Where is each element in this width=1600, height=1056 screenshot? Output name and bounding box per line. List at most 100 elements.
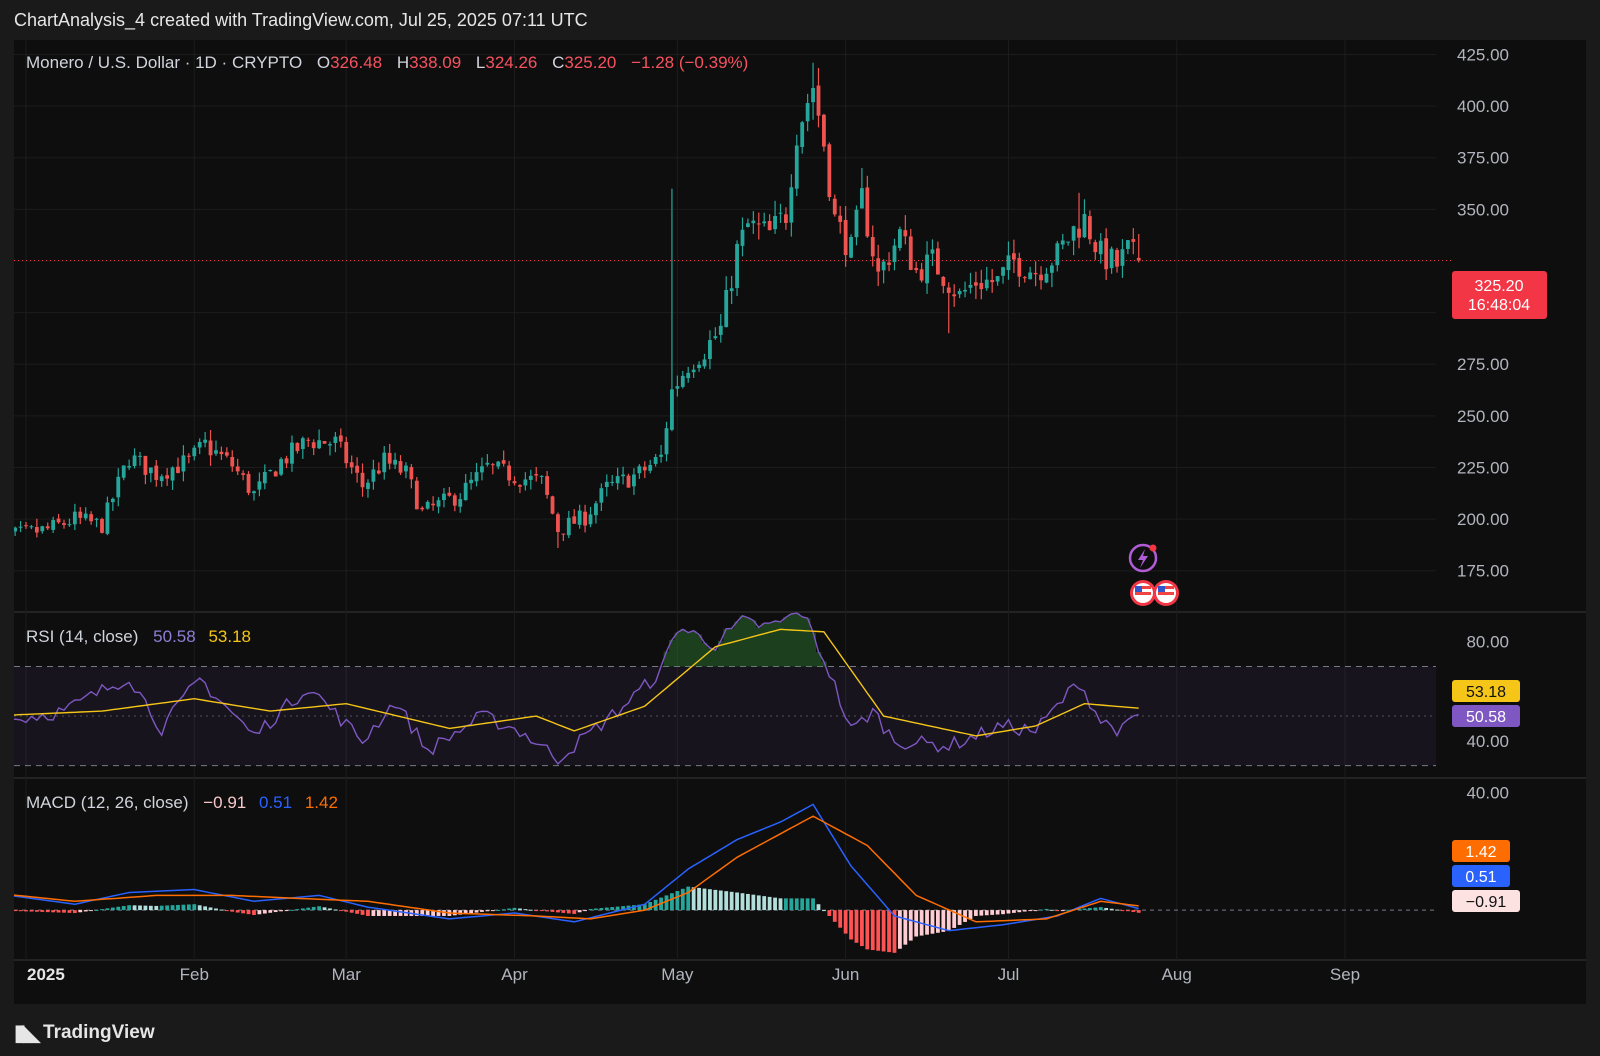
- macd-histogram-bar: [784, 898, 788, 911]
- change-value: −1.28 (−0.39%): [631, 53, 748, 72]
- candle-body: [170, 467, 175, 481]
- macd-histogram-bar: [778, 898, 783, 911]
- rsi-layer: [14, 612, 1436, 767]
- macd-histogram-bar: [143, 905, 148, 911]
- candle-body: [1125, 240, 1130, 249]
- tradingview-footer[interactable]: ▮◣ TradingView: [14, 1020, 155, 1046]
- candle-body: [735, 243, 739, 288]
- macd-histogram-bar: [219, 909, 224, 911]
- macd-histogram-bar: [865, 910, 870, 950]
- macd-histogram-bar: [762, 896, 767, 911]
- macd-histogram-bar: [349, 910, 354, 913]
- macd-histogram-bar: [1033, 910, 1038, 912]
- candle-body: [615, 476, 620, 484]
- last-price-tag: 325.20 16:48:04: [1452, 271, 1547, 319]
- candle-body: [1109, 248, 1114, 269]
- macd-histogram-bar: [843, 910, 848, 934]
- macd-histogram-bar: [789, 898, 794, 911]
- macd-histogram-bar: [984, 910, 989, 916]
- macd-histogram-bar: [344, 910, 349, 912]
- us-flag-event-icon[interactable]: [1130, 580, 1179, 606]
- candle-body: [1087, 216, 1092, 240]
- macd-histogram-bar: [1115, 909, 1119, 911]
- candle-body: [121, 465, 126, 478]
- candle-body: [1131, 239, 1136, 242]
- candle-body: [539, 475, 544, 477]
- macd-histogram-bar: [474, 910, 479, 913]
- candle-body: [1022, 277, 1027, 279]
- candle-body: [284, 458, 289, 464]
- candle-body: [756, 223, 761, 225]
- macd-histogram-bar: [51, 910, 56, 913]
- macd-histogram-bar: [979, 910, 984, 916]
- candle-body: [496, 461, 501, 467]
- lightning-event-icon[interactable]: [1128, 543, 1158, 573]
- candle-body: [588, 514, 593, 525]
- candle-body: [67, 524, 72, 526]
- candle-body: [1044, 273, 1049, 283]
- candle-body: [224, 452, 229, 456]
- macd-histogram-bar: [577, 910, 582, 913]
- macd-histogram-bar: [1011, 910, 1016, 913]
- macd-histogram-bar: [414, 910, 419, 916]
- candle-body: [279, 459, 284, 475]
- macd-histogram-bar: [854, 910, 859, 943]
- macd-histogram-bar: [881, 910, 886, 952]
- candle-body: [490, 464, 495, 466]
- macd-histogram-bar: [34, 910, 39, 912]
- candle-body: [952, 294, 957, 297]
- candle-body: [355, 465, 360, 473]
- macd-histogram-bar: [1136, 910, 1141, 913]
- candle-body: [78, 511, 83, 518]
- macd-histogram-bar: [822, 910, 826, 912]
- macd-histogram-bar: [838, 910, 843, 928]
- price-tick-label: 200.00: [1457, 510, 1509, 529]
- candle-body: [18, 526, 23, 528]
- macd-histogram-bar: [794, 898, 799, 911]
- candle-body: [697, 364, 701, 368]
- macd-histogram-bar: [930, 910, 935, 934]
- candle-body: [767, 220, 772, 231]
- macd-histogram-bar: [56, 910, 61, 913]
- candle-body: [241, 473, 246, 475]
- macd-histogram-bar: [273, 910, 278, 913]
- macd-histogram-bar: [78, 910, 83, 913]
- rsi-legend: RSI (14, close) 50.58 53.18: [26, 627, 251, 646]
- candle-body: [105, 502, 110, 534]
- x-tick-label: Mar: [332, 965, 362, 984]
- macd-histogram-bar: [72, 910, 77, 914]
- macd-histogram-bar: [1082, 908, 1087, 911]
- candle-body: [930, 249, 935, 254]
- chart-canvas[interactable]: 2025 Feb Mar Apr May Jun Jul Aug Sep 175.00 200.00…: [14, 40, 1586, 1004]
- candle-body: [995, 276, 1000, 282]
- candle-body: [898, 229, 902, 248]
- candle-body: [214, 450, 218, 454]
- chart-frame[interactable]: 2025 Feb Mar Apr May Jun Jul Aug Sep 175.00 200.00…: [14, 40, 1586, 1004]
- footer-brand: TradingView: [43, 1022, 155, 1043]
- candle-body: [100, 519, 104, 533]
- candle-body: [1033, 272, 1038, 275]
- macd-histogram-bar: [615, 906, 620, 911]
- candle-body: [1082, 214, 1087, 238]
- candle-body: [1104, 238, 1109, 270]
- candle-body: [642, 466, 647, 471]
- macd-histogram-bar: [518, 908, 522, 911]
- macd-histogram-bar: [767, 896, 772, 911]
- candle-body: [447, 492, 452, 496]
- candle-body: [376, 470, 381, 474]
- macd-histogram-bar: [963, 910, 967, 922]
- candle-body: [338, 435, 343, 442]
- candle-body: [203, 439, 208, 443]
- candle-body: [556, 514, 560, 532]
- candle-body: [295, 442, 300, 452]
- candle-body: [89, 514, 94, 522]
- candle-body: [148, 467, 153, 474]
- x-tick-label: 2025: [27, 965, 65, 984]
- macd-histogram-bar: [393, 910, 398, 916]
- macd-histogram-bar: [1093, 907, 1098, 911]
- macd-histogram-bar: [729, 891, 734, 911]
- macd-histogram-bar: [648, 902, 653, 911]
- macd-histogram-bar: [805, 898, 810, 911]
- macd-histogram-bar: [572, 910, 577, 914]
- macd-histogram-bar: [539, 910, 544, 912]
